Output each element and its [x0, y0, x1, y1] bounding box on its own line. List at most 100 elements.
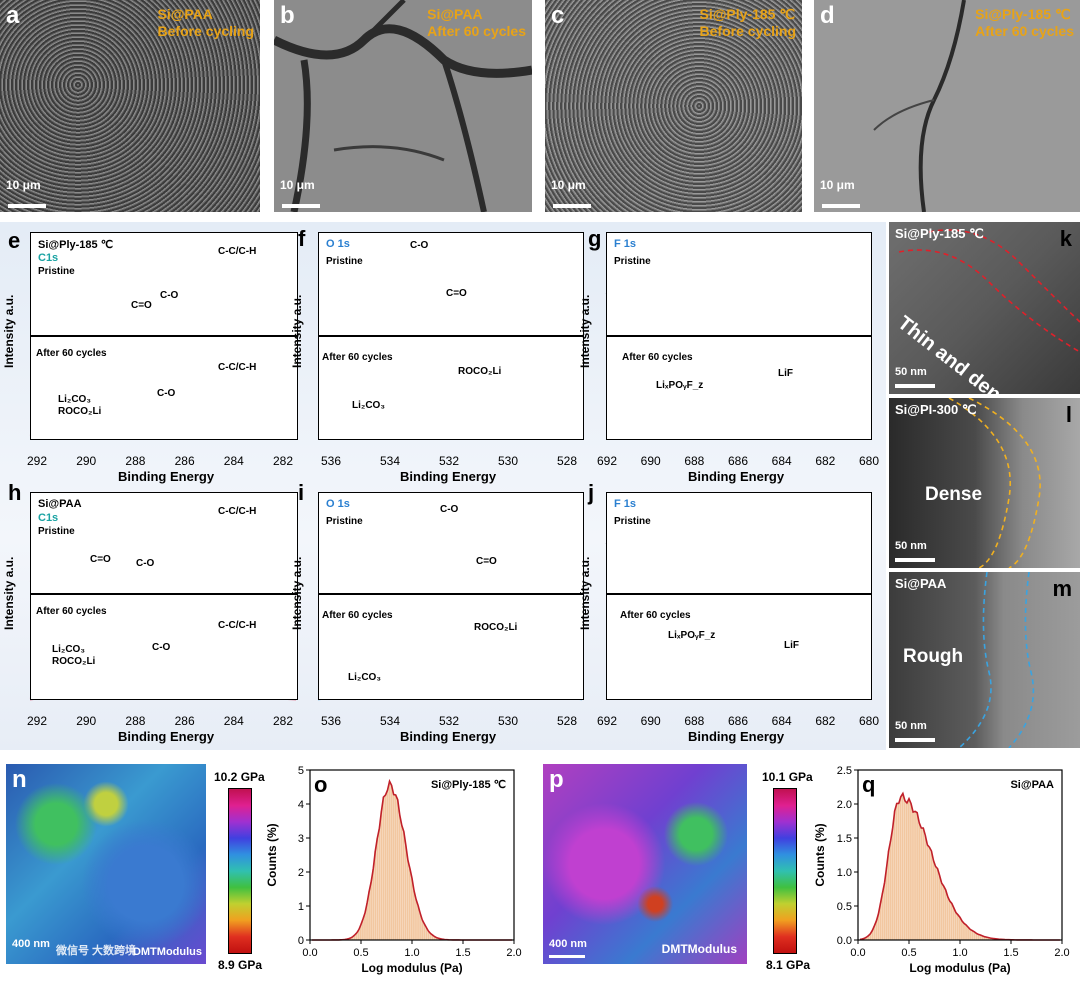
scale-label: 10 μm: [280, 178, 315, 192]
x-tick-label: 536: [321, 454, 342, 468]
histogram-bar: [885, 867, 888, 940]
histogram-bar: [889, 840, 892, 940]
x-tick-label: 528: [557, 714, 578, 728]
afm-panel-p: p 400 nm DMTModulus: [543, 764, 747, 964]
peak-label: C-C/C-H: [218, 246, 257, 257]
x-tick-label: 290: [76, 714, 97, 728]
x-tick-label: 2.0: [506, 947, 521, 959]
histogram-bar: [390, 785, 393, 940]
x-axis-label: Binding Energy: [688, 469, 785, 484]
histogram-bar: [433, 936, 436, 940]
histogram-bar: [423, 923, 426, 940]
pristine-label: Pristine: [614, 516, 651, 527]
panel-letter: d: [820, 2, 835, 29]
histogram-bar: [873, 925, 876, 940]
histogram-bar: [429, 933, 432, 940]
afm-panel-n: n 400 nm 微信号 大数跨境 DMTModulus: [6, 764, 206, 964]
y-tick-label: 0.0: [837, 935, 852, 947]
y-axis-label: Intensity a.u.: [2, 294, 16, 368]
x-tick-label: 284: [223, 714, 244, 728]
sem-panel-a: a Si@PAA Before cycling 10 μm: [0, 0, 260, 212]
peak-label: ROCO₂Li: [458, 366, 502, 377]
panel-letter: a: [6, 2, 20, 29]
histogram-bar: [916, 812, 918, 940]
x-tick-label: 292: [27, 714, 48, 728]
pristine-label: Pristine: [38, 526, 75, 537]
histogram-bar: [910, 803, 912, 940]
x-tick-label: 284: [223, 454, 244, 468]
x-tick-label: 690: [640, 714, 661, 728]
histogram-bar: [897, 803, 900, 940]
histogram-bar: [413, 890, 415, 940]
histogram-bar: [437, 938, 440, 940]
histogram-bar: [895, 803, 898, 940]
histogram-bar: [987, 937, 990, 940]
colorbar: [228, 788, 252, 954]
histogram-bar: [979, 935, 982, 940]
scale-bar: [895, 738, 935, 742]
core-level-label: C1s: [38, 252, 59, 264]
xps-plot-f: [318, 232, 584, 440]
peak-label: C-C/C-H: [218, 620, 257, 631]
histogram-bar: [875, 920, 878, 940]
histogram-bar: [981, 935, 984, 940]
histogram-bar: [926, 844, 929, 940]
histogram-bar: [905, 802, 908, 940]
histogram-bar: [938, 875, 941, 940]
x-tick-label: 532: [439, 454, 460, 468]
histogram-bar: [922, 828, 925, 940]
scale-label: 400 nm: [12, 938, 50, 950]
sem-panel-b: b Si@PAA After 60 cycles 10 μm: [274, 0, 532, 212]
peak-label: C-O: [160, 290, 179, 301]
peak-label: C=O: [476, 556, 497, 567]
sample-label: Si@PAA: [38, 498, 82, 510]
histogram-bar: [372, 868, 375, 940]
x-tick-label: 288: [125, 454, 146, 468]
sem-panel-c: c Si@Ply-185 ℃ Before cycling 10 μm: [545, 0, 802, 212]
scale-label: 10 μm: [551, 178, 586, 192]
histogram-bar: [368, 891, 370, 940]
histogram-bar: [396, 799, 399, 940]
histogram-bar: [421, 919, 423, 940]
scale-bar: [895, 384, 935, 388]
tem-panel-k: Si@Ply-185 ℃ k Thin and dense 50 nm: [889, 222, 1080, 394]
histogram-bar: [415, 899, 417, 940]
after-label: After 60 cycles: [620, 610, 691, 621]
histogram-bar: [355, 932, 358, 940]
colorbar-min: 8.9 GPa: [218, 958, 263, 972]
peak-label: ROCO₂Li: [52, 656, 96, 667]
peak-label: C-O: [410, 240, 429, 251]
peak-label: Li₂CO₃: [348, 672, 381, 683]
panel-letter: q: [862, 772, 875, 797]
histogram-bar: [402, 831, 405, 940]
x-tick-label: 530: [498, 454, 519, 468]
x-tick-label: 680: [859, 714, 880, 728]
sem-caption: Si@Ply-185 ℃ After 60 cycles: [975, 6, 1074, 39]
histogram-bar: [392, 794, 395, 940]
histogram-bar: [879, 903, 882, 940]
core-level-label: F 1s: [614, 498, 637, 510]
x-axis-label: Log modulus (Pa): [361, 961, 462, 975]
histogram-bar: [983, 936, 986, 940]
y-axis-label: Intensity a.u.: [290, 294, 304, 368]
y-axis-label: Counts (%): [813, 823, 827, 886]
x-tick-label: 0.0: [302, 947, 317, 959]
panel-letter: h: [8, 480, 22, 505]
histogram-bar: [959, 917, 961, 940]
peak-label: LiₓPOᵧF_z: [668, 630, 716, 641]
x-tick-label: 684: [771, 714, 792, 728]
x-axis-label: Binding Energy: [400, 729, 497, 744]
scale-label: 50 nm: [895, 366, 927, 378]
histogram-bar: [370, 881, 372, 940]
histogram-bar: [901, 793, 904, 940]
x-tick-label: 684: [771, 454, 792, 468]
x-tick-label: 1.5: [1003, 947, 1018, 959]
peak-label: C-C/C-H: [218, 362, 257, 373]
histogram-bar: [977, 934, 980, 940]
histogram-bar: [946, 896, 949, 940]
histogram-bar: [364, 912, 366, 940]
x-tick-label: 532: [439, 714, 460, 728]
after-label: After 60 cycles: [36, 606, 107, 617]
panel-letter: i: [298, 480, 305, 505]
colorbar: [773, 788, 797, 954]
